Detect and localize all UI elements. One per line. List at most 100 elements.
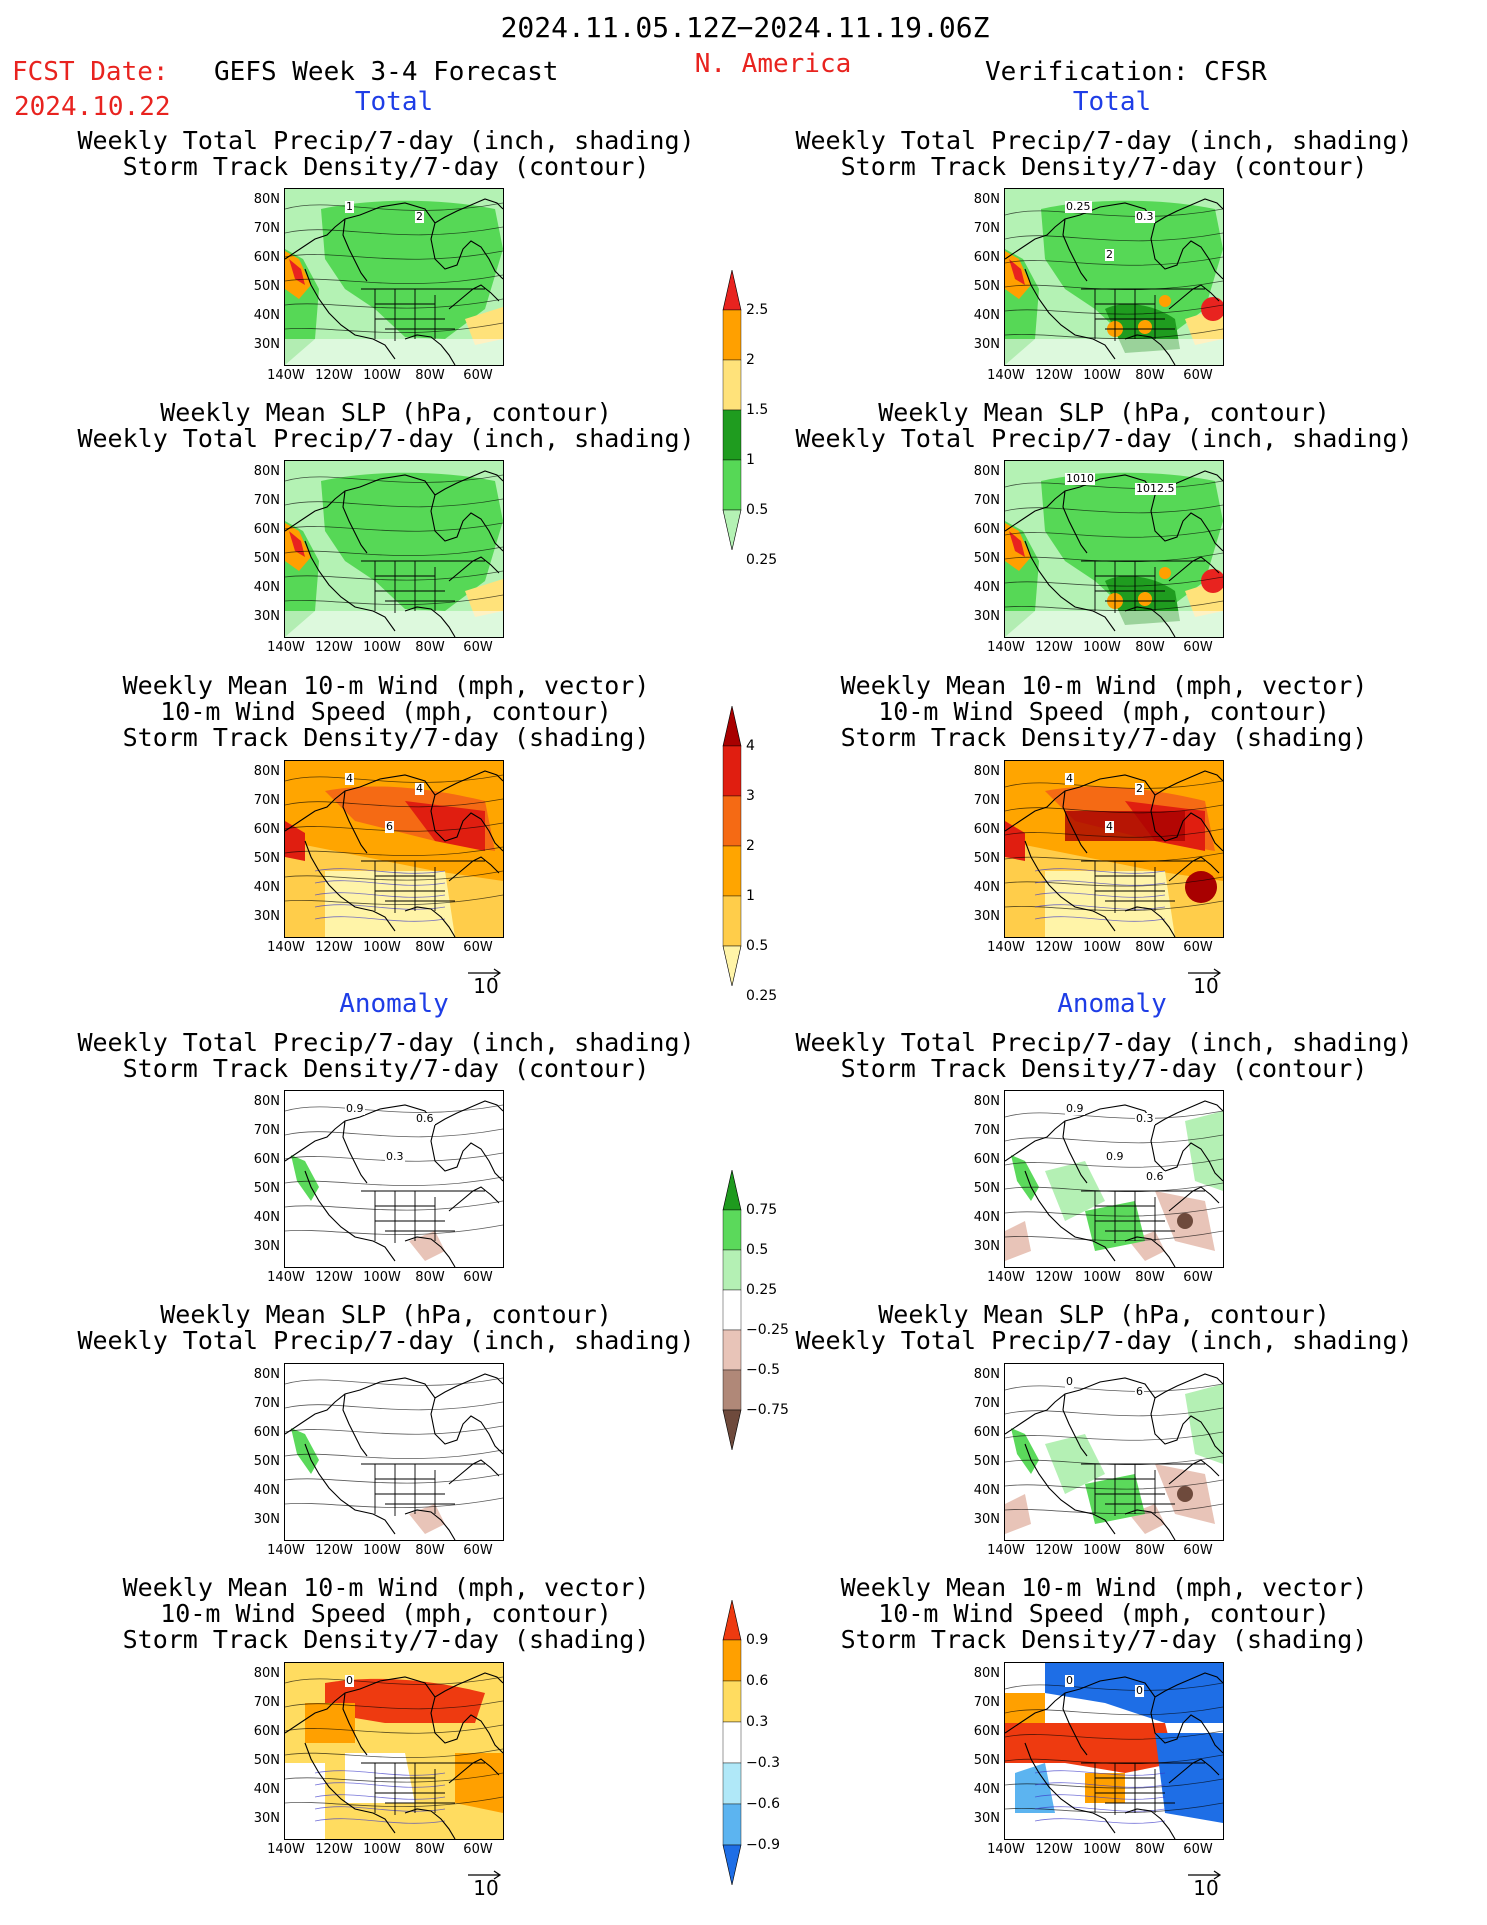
lon-tick-label: 120W xyxy=(1035,640,1073,655)
lon-tick-label: 120W xyxy=(1035,1842,1073,1857)
verification-anom-wind-title-line: Storm Track Density/7-day (shading) xyxy=(840,1625,1368,1654)
lon-tick-label: 80W xyxy=(1135,368,1165,383)
lon-tick-label: 60W xyxy=(463,640,493,655)
reference-vector: 10 xyxy=(1184,964,1228,1000)
lat-tick-label: 40N xyxy=(973,1210,1000,1225)
contour-label: 0.3 xyxy=(1135,210,1155,223)
lon-tick-label: 100W xyxy=(1083,368,1121,383)
lat-tick-label: 40N xyxy=(253,880,280,895)
lat-tick-label: 60N xyxy=(253,1152,280,1167)
contour-label: 0 xyxy=(1065,1674,1074,1687)
lon-tick-label: 100W xyxy=(363,1543,401,1558)
verification-anom-wind-title-line: Weekly Mean 10-m Wind (mph, vector) xyxy=(840,1573,1368,1602)
forecast-anom-slp-title-line: Weekly Mean SLP (hPa, contour) xyxy=(160,1300,612,1329)
lat-tick-label: 50N xyxy=(973,1753,1000,1768)
forecast-anom-wind-title-line: Storm Track Density/7-day (shading) xyxy=(122,1625,650,1654)
lon-tick-label: 100W xyxy=(1083,1270,1121,1285)
verification-total-wind-title-line: Weekly Mean 10-m Wind (mph, vector) xyxy=(840,671,1368,700)
lat-tick-label: 80N xyxy=(973,1367,1000,1382)
contour-label: 2 xyxy=(415,210,424,223)
lat-tick-label: 50N xyxy=(973,279,1000,294)
lat-tick-label: 80N xyxy=(253,1094,280,1109)
lat-tick-label: 30N xyxy=(253,1239,280,1254)
verification-anom-precip-title-line: Storm Track Density/7-day (contour) xyxy=(840,1054,1368,1083)
colorbar-tick-label: 0.5 xyxy=(746,1242,769,1258)
forecast-total-wind-title-line: 10-m Wind Speed (mph, contour) xyxy=(160,697,612,726)
lat-tick-label: 80N xyxy=(973,192,1000,207)
verification-total-precip-map: 0.25 0.3 2 xyxy=(1004,188,1224,366)
reference-vector-label: 10 xyxy=(1193,1876,1219,1900)
lon-tick-label: 120W xyxy=(315,640,353,655)
lat-tick-label: 80N xyxy=(253,464,280,479)
lat-tick-label: 30N xyxy=(253,909,280,924)
lat-tick-label: 70N xyxy=(973,1695,1000,1710)
verification-total-slp-title-line: Weekly Total Precip/7-day (inch, shading… xyxy=(795,424,1413,453)
forecast-anom-slp-title-line: Weekly Total Precip/7-day (inch, shading… xyxy=(77,1326,695,1355)
forecast-title: GEFS Week 3-4 Forecast xyxy=(214,57,559,87)
lat-tick-label: 80N xyxy=(253,1666,280,1681)
colorbar-tick-label: 0.25 xyxy=(746,988,778,1004)
section-total-forecast: Total xyxy=(354,87,434,117)
lat-tick-label: 50N xyxy=(973,851,1000,866)
forecast-total-precip-title-line: Storm Track Density/7-day (contour) xyxy=(122,152,650,181)
colorbar-storm-anom: 0.9 0.6 0.3 −0.3 −0.6 −0.9 xyxy=(722,1599,802,1886)
forecast-total-wind-title-line: Weekly Mean 10-m Wind (mph, vector) xyxy=(122,671,650,700)
lon-tick-label: 60W xyxy=(463,368,493,383)
contour-label: 0.9 xyxy=(1105,1150,1125,1163)
lat-tick-label: 50N xyxy=(253,1181,280,1196)
lat-tick-label: 60N xyxy=(973,250,1000,265)
lat-tick-label: 50N xyxy=(973,1454,1000,1469)
lon-tick-label: 80W xyxy=(415,1842,445,1857)
lon-tick-label: 80W xyxy=(415,368,445,383)
contour-label: 0 xyxy=(1065,1375,1074,1388)
contour-label: 0 xyxy=(345,1674,354,1687)
colorbar-tick-label: 0.9 xyxy=(746,1632,769,1648)
lat-tick-label: 60N xyxy=(973,1724,1000,1739)
contour-label: 4 xyxy=(345,772,354,785)
section-total-verification: Total xyxy=(1072,87,1152,117)
lat-tick-label: 30N xyxy=(973,1239,1000,1254)
lat-tick-label: 60N xyxy=(253,250,280,265)
colorbar-tick-label: 1.5 xyxy=(746,402,769,418)
contour-label: 0.6 xyxy=(1145,1170,1165,1183)
lat-tick-label: 30N xyxy=(253,1512,280,1527)
reference-vector-label: 10 xyxy=(473,974,499,998)
contour-label: 6 xyxy=(385,820,394,833)
contour-label: 4 xyxy=(1065,772,1074,785)
verification-label: Verification: CFSR xyxy=(985,57,1267,87)
lon-tick-label: 60W xyxy=(463,1842,493,1857)
lon-tick-label: 140W xyxy=(987,1543,1025,1558)
forecast-total-wind-title-line: Storm Track Density/7-day (shading) xyxy=(122,723,650,752)
reference-vector-label: 10 xyxy=(1193,974,1219,998)
forecast-total-wind-map: 4 4 6 xyxy=(284,760,504,938)
lon-tick-label: 120W xyxy=(1035,1543,1073,1558)
lat-tick-label: 60N xyxy=(973,822,1000,837)
lat-tick-label: 70N xyxy=(253,493,280,508)
contour-label: 0.9 xyxy=(1065,1102,1085,1115)
section-anomaly-verification: Anomaly xyxy=(1057,989,1167,1019)
forecast-anom-wind-title-line: Weekly Mean 10-m Wind (mph, vector) xyxy=(122,1573,650,1602)
lon-tick-label: 140W xyxy=(267,1270,305,1285)
lon-tick-label: 60W xyxy=(463,1543,493,1558)
forecast-total-slp-title-line: Weekly Mean SLP (hPa, contour) xyxy=(160,398,612,427)
lon-tick-label: 60W xyxy=(1183,1270,1213,1285)
lat-tick-label: 60N xyxy=(253,1724,280,1739)
forecast-total-slp-map xyxy=(284,460,504,638)
colorbar-tick-label: 4 xyxy=(746,738,755,754)
lon-tick-label: 100W xyxy=(1083,1842,1121,1857)
lat-tick-label: 30N xyxy=(973,1811,1000,1826)
lat-tick-label: 70N xyxy=(973,1123,1000,1138)
colorbar-tick-label: −0.3 xyxy=(746,1755,780,1771)
lon-tick-label: 60W xyxy=(1183,940,1213,955)
lat-tick-label: 80N xyxy=(253,1367,280,1382)
lon-tick-label: 100W xyxy=(1083,1543,1121,1558)
fcst-date-label: FCST Date: xyxy=(12,57,169,87)
lon-tick-label: 100W xyxy=(363,940,401,955)
lat-tick-label: 40N xyxy=(973,580,1000,595)
contour-label: 0.6 xyxy=(415,1112,435,1125)
contour-label: 1012.5 xyxy=(1135,482,1176,495)
lat-tick-label: 70N xyxy=(973,493,1000,508)
contour-label: 0.3 xyxy=(385,1150,405,1163)
lon-tick-label: 140W xyxy=(267,1842,305,1857)
